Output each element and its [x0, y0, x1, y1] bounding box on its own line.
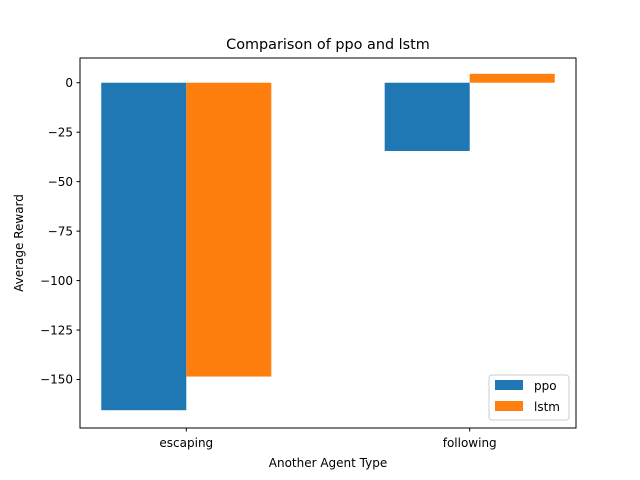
x-axis-label: Another Agent Type [269, 456, 388, 470]
y-tick-label: −125 [40, 323, 73, 337]
legend-label-ppo: ppo [534, 379, 557, 393]
y-tick-label: −150 [40, 373, 73, 387]
y-tick-label: −25 [48, 125, 73, 139]
y-axis-ticks: 0 −25 −50 −75 −100 −125 −150 [40, 76, 80, 387]
chart-title: Comparison of ppo and lstm [226, 37, 430, 53]
bars-group [101, 73, 555, 411]
x-tick-label: following [443, 436, 497, 450]
legend-label-lstm: lstm [534, 400, 560, 414]
legend-swatch-lstm [495, 401, 523, 411]
bar-ppo-escaping [101, 82, 187, 411]
y-axis-label: Average Reward [12, 194, 26, 292]
bar-ppo-following [384, 82, 470, 151]
y-tick-label: 0 [65, 76, 73, 90]
bar-lstm-escaping [186, 82, 272, 377]
y-tick-label: −75 [48, 224, 73, 238]
legend: ppo lstm [488, 374, 570, 421]
legend-swatch-ppo [495, 380, 523, 390]
bar-lstm-following [469, 73, 555, 83]
x-tick-label: escaping [159, 436, 213, 450]
y-tick-label: −50 [48, 175, 73, 189]
y-tick-label: −100 [40, 274, 73, 288]
plot-frame [79, 57, 577, 429]
x-axis-ticks: escaping following [159, 428, 497, 450]
